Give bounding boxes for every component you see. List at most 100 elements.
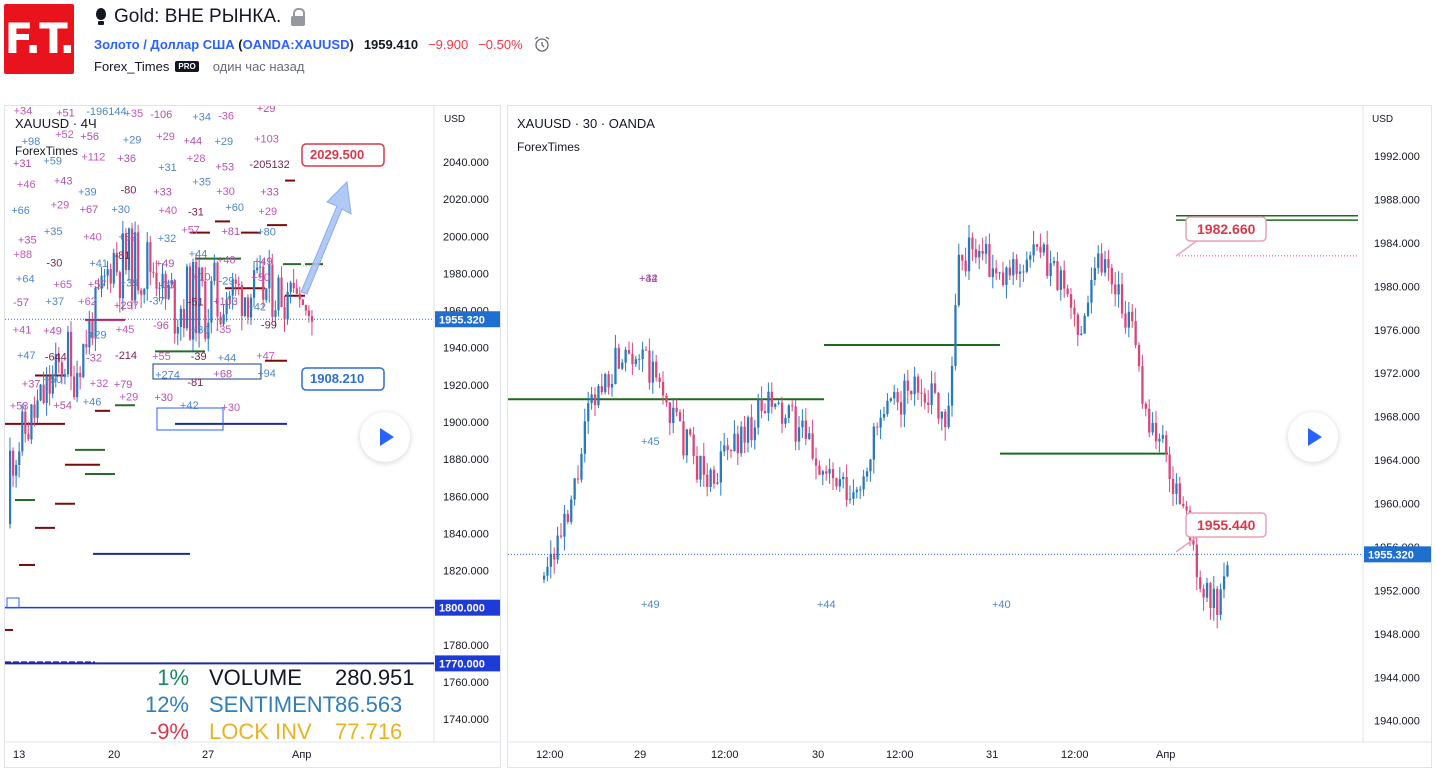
stats-block: 1% VOLUME 280.951 12% SENTIMENT 86.563 -… [137,664,415,745]
alarm-clock-icon[interactable] [533,35,551,53]
trade-annotation: +40 [992,599,1011,611]
date-tick: 29 [634,749,646,761]
candle-body [240,285,243,316]
play-button-right[interactable] [1288,412,1338,462]
symbol-link[interactable]: Золото / Доллар США (OANDA:XAUUSD) [94,36,354,52]
price-tick: 1880.000 [443,454,489,466]
candle-body [48,376,51,394]
candle-body [1005,267,1008,285]
candle-body [179,308,182,327]
candle-body [614,347,617,385]
chart-30m-title: XAUUSD · 30 · OANDA [517,116,655,131]
candle-body [1192,540,1195,545]
candle-body [801,420,804,428]
price-tick: 2040.000 [443,157,489,169]
candle-body [15,464,18,476]
candle-body [991,268,994,277]
candle-body [1144,403,1147,409]
candle-body [124,233,128,271]
price-tick: 1976.000 [1374,325,1420,337]
chart-panel-4h[interactable]: USD2040.0002020.0002000.0001980.0001960.… [4,105,501,768]
candle-body [1025,259,1028,272]
trade-annotation: +29 [123,134,142,146]
trade-annotation: +42 [247,301,266,313]
candle-body [920,392,923,394]
candle-body [210,280,213,323]
price-tick: 1940.000 [443,343,489,355]
trade-annotation: +32 [90,378,109,390]
candle-body [1195,544,1198,578]
candle-body [1202,588,1205,598]
price-tick: 1780.000 [443,640,489,652]
candle-body [638,359,641,361]
candle-body [780,402,784,424]
trade-annotation: +49 [641,599,660,611]
lock-icon [291,8,306,26]
candle-body [1042,244,1045,253]
trade-annotation: +67 [80,204,99,216]
candle-body [176,326,179,334]
candle-body [879,417,882,428]
candle-body [268,264,271,289]
candle-body [855,489,858,493]
candle-body [100,275,103,289]
trade-annotation: +32 [158,233,177,245]
candle-body [1110,267,1113,285]
candle-body [978,250,981,258]
candle-body [304,304,308,311]
play-button-left[interactable] [360,412,410,462]
price-tick: 1952.000 [1374,585,1420,597]
candle-body [719,451,722,483]
trade-annotation: +39 [78,186,97,198]
candle-body [1131,311,1134,322]
trade-annotation: +50 [251,272,270,284]
candle-body [143,288,146,295]
trade-annotation: +65 [53,279,72,291]
candle-body [556,535,559,560]
trade-annotation: -37 [149,295,165,307]
trade-annotation: +36 [117,153,136,165]
candle-body [797,427,801,442]
candle-body [79,372,82,378]
date-tick: Апр [1156,749,1175,761]
candle-body [767,391,770,414]
chart-4h-canvas[interactable]: USD2040.0002020.0002000.0001980.0001960.… [5,106,501,768]
candle-body [12,450,15,476]
candle-body [121,233,125,299]
symbol-row: Золото / Доллар США (OANDA:XAUUSD) 1959.… [94,35,551,53]
candle-body [298,293,301,300]
candle-body [222,314,225,325]
chart-panel-30m[interactable]: USD 1992.000 1988.000 1984.000 1980.000 1976.… [507,105,1432,768]
date-tick: 13 [13,749,25,761]
candle-body [1029,255,1032,260]
trade-annotation: +32 [118,231,137,243]
trade-annotation: +54 [53,400,72,412]
price-tick: 1900.000 [443,417,489,429]
trade-annotation: +30 [154,392,173,404]
candle-body [146,242,149,289]
symbol-change-percent: −0.50% [478,36,523,52]
trade-annotation: +35 [192,176,211,188]
candle-body [794,406,797,442]
trade-annotation: +94 [257,368,276,380]
candle-body [137,232,140,291]
forex-times-logo[interactable]: F.T. [4,4,75,74]
candle-body [957,254,960,306]
chart-30m-canvas[interactable]: USD 1992.000 1988.000 1984.000 1980.000 1976.… [508,106,1432,768]
price-tick: 1980.000 [443,268,489,280]
trade-annotation: +35 [18,234,37,246]
trade-annotation: +29 [51,200,70,212]
author-name[interactable]: Forex_Times [94,59,170,74]
candle-body [36,400,39,418]
trade-annotation: -96 [153,320,169,332]
header: F.T. Gold: ВНЕ РЫНКА. Золото / Доллар СШ… [0,0,1436,100]
current-price-tag: 1955.320 [439,314,485,326]
trade-annotation: +47 [17,350,36,362]
candle-body [112,252,115,284]
candle-body [1161,435,1164,439]
trade-annotation: +55 [152,351,171,363]
trade-annotation: +30 [191,325,210,337]
trade-annotation: +29 [120,391,139,403]
date-tick: 12:00 [1061,749,1089,761]
candle-body [1171,478,1175,494]
